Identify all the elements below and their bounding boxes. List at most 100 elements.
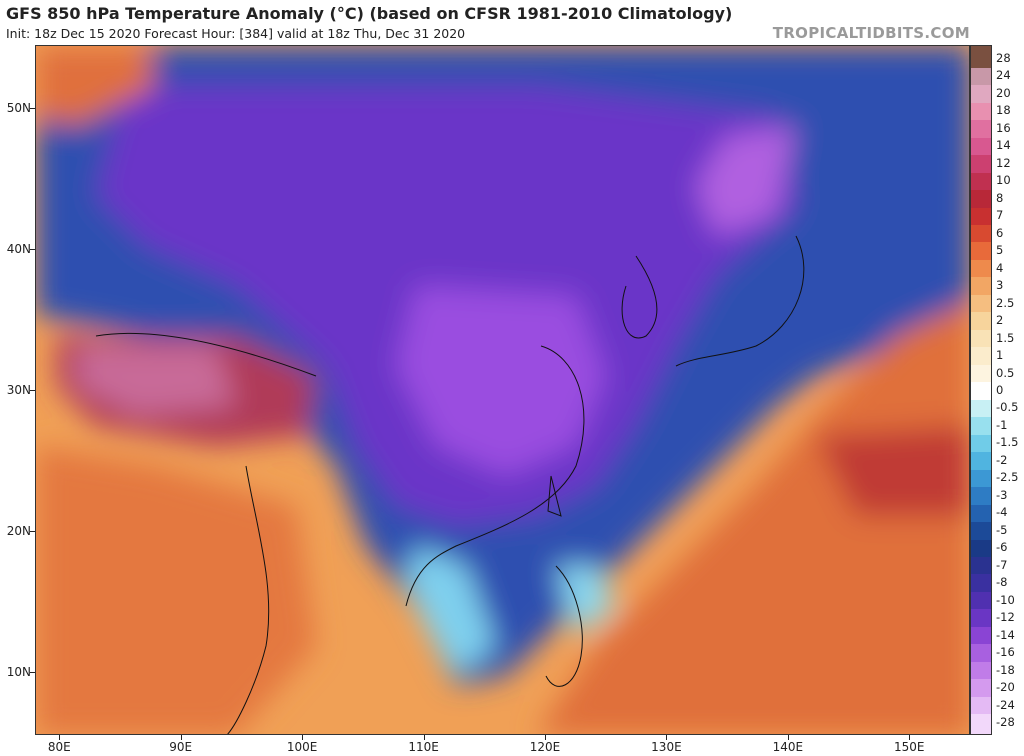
colorbar-segment [971, 329, 991, 348]
lat-label: 50N [6, 101, 31, 116]
colorbar-label: 0 [996, 383, 1004, 397]
colorbar-label: -1.5 [996, 435, 1019, 450]
colorbar-label: -18 [996, 662, 1015, 677]
lat-label: 20N [6, 523, 31, 538]
colorbar-label: -12 [996, 610, 1015, 625]
anomaly-map[interactable] [35, 45, 970, 735]
lon-tick [423, 735, 425, 740]
colorbar-segment [971, 609, 991, 628]
warm-corner-nw [36, 46, 156, 126]
colorbar-label: -20 [996, 680, 1015, 695]
colorbar-segment [971, 382, 991, 401]
colorbar-segment [971, 417, 991, 436]
lat-label: 40N [6, 242, 31, 257]
colorbar-segment [971, 557, 991, 575]
colorbar-label: -24 [996, 697, 1015, 712]
lat-tick [30, 530, 35, 532]
colorbar-label: -8 [996, 575, 1008, 590]
lon-label: 90E [169, 740, 193, 754]
lat-label: 10N [6, 664, 31, 679]
tibet-border [95, 332, 317, 377]
lon-tick [787, 735, 789, 740]
colorbar-label: 18 [996, 103, 1011, 118]
colorbar-label: 8 [996, 190, 1004, 205]
lon-label: 140E [772, 740, 804, 754]
forecast-info: Init: 18z Dec 15 2020 Forecast Hour: [38… [6, 26, 466, 41]
colorbar-segment [971, 539, 991, 558]
colorbar-segment [971, 522, 991, 541]
colorbar-label: -2.5 [996, 470, 1019, 485]
colorbar-segment [971, 591, 991, 610]
colorbar-segment [971, 277, 991, 296]
cold-anomaly-core [396, 286, 606, 476]
warm-anomaly-core [816, 426, 969, 516]
colorbar-label: 20 [996, 85, 1011, 100]
colorbar-label: 4 [996, 260, 1004, 275]
colorbar-label: 12 [996, 155, 1011, 170]
brand-watermark: TROPICALTIDBITS.COM [772, 24, 970, 42]
cold-anomaly-manchuria [696, 126, 796, 236]
colorbar-label: 6 [996, 225, 1004, 240]
colorbar-segment [971, 207, 991, 226]
colorbar-segment [971, 504, 991, 523]
coastline-india [227, 465, 270, 734]
colorbar-segment [971, 696, 991, 715]
lat-tick [30, 249, 35, 251]
lon-label: 100E [286, 740, 318, 754]
colorbar-segment [971, 469, 991, 488]
lat-tick [30, 108, 35, 110]
coastline-japan [675, 235, 805, 367]
warm-anomaly-tibet-core [76, 346, 236, 416]
colorbar-segment [971, 364, 991, 383]
lat-label: 30N [6, 383, 31, 397]
colorbar-segment [971, 626, 991, 645]
colorbar-segment [971, 172, 991, 191]
cool-fringe-luzon [556, 566, 616, 636]
warm-anomaly-pacific [537, 301, 969, 734]
lon-label: 120E [529, 740, 561, 754]
coastlines [95, 235, 805, 734]
colorbar-label: -3 [996, 487, 1008, 502]
colorbar-segment [971, 452, 991, 471]
colorbar-segment [971, 120, 991, 139]
colorbar-segment [971, 487, 991, 506]
colorbar-segment [971, 155, 991, 174]
lon-label: 110E [408, 740, 439, 754]
warm-anomaly-india [36, 446, 316, 734]
colorbar-segment [971, 714, 991, 734]
colorbar-label: 1.5 [996, 330, 1015, 345]
colorbar-label: 24 [996, 68, 1011, 83]
coastline-philippines [545, 565, 583, 687]
colorbar-label: 14 [996, 138, 1011, 153]
colorbar-label: -0.5 [996, 400, 1019, 415]
colorbar-label: -14 [996, 627, 1015, 642]
lon-label: 80E [47, 740, 71, 754]
lon-label: 150E [894, 740, 925, 754]
lon-tick [59, 735, 61, 740]
colorbar-segment [971, 399, 991, 418]
colorbar-segment [971, 574, 991, 593]
color-scale-bar [970, 45, 992, 735]
colorbar-segment [971, 137, 991, 156]
colorbar-label: 28 [996, 51, 1011, 65]
colorbar-segment [971, 225, 991, 243]
colorbar-segment [971, 661, 991, 680]
colorbar-label: -16 [996, 645, 1015, 660]
map-canvas [36, 46, 969, 734]
coastline-china [405, 345, 585, 607]
colorbar-label: 2 [996, 313, 1004, 328]
lon-tick [302, 735, 304, 740]
colorbar-label: 2.5 [996, 295, 1015, 310]
colorbar-label: -1 [996, 417, 1008, 432]
lat-tick [30, 390, 35, 391]
lon-tick [666, 735, 668, 740]
colorbar-segment [971, 67, 991, 86]
colorbar-label: 0.5 [996, 365, 1015, 380]
colorbar-segment [971, 190, 991, 209]
colorbar-segment [971, 312, 991, 331]
colorbar-label: 1 [996, 348, 1004, 363]
lon-tick [909, 735, 911, 740]
colorbar-label: -28 [996, 715, 1015, 729]
colorbar-label: 10 [996, 173, 1011, 188]
colorbar-label: 16 [996, 120, 1011, 135]
